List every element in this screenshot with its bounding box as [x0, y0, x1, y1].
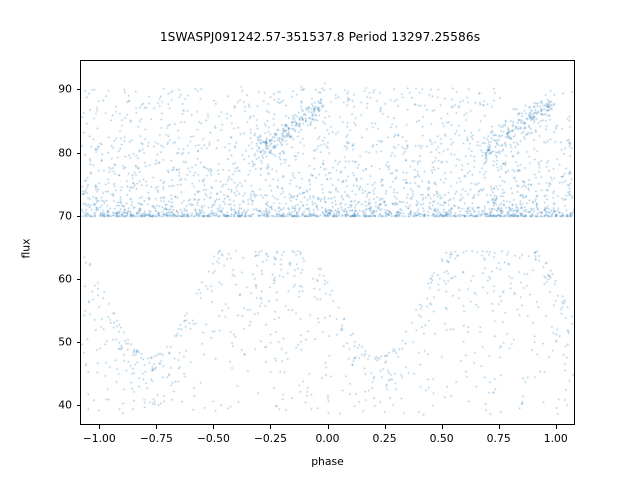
- x-axis-label: phase: [311, 455, 344, 468]
- y-axis-label: flux: [19, 238, 33, 259]
- x-tick-mark: [327, 425, 329, 429]
- x-tick-label: 1.00: [543, 432, 568, 445]
- x-tick-label: 0.00: [315, 432, 340, 445]
- chart-title: 1SWASPJ091242.57-351537.8 Period 13297.2…: [159, 30, 481, 44]
- y-tick-label: 90: [58, 82, 72, 96]
- y-tick-label: 50: [58, 335, 72, 349]
- x-tick-label: −1.00: [82, 432, 116, 445]
- y-tick-label: 70: [58, 209, 72, 223]
- x-tick-mark: [384, 425, 386, 429]
- y-tick-mark: [76, 152, 80, 154]
- y-tick-label: 40: [58, 398, 72, 412]
- x-tick-label: −0.75: [139, 432, 173, 445]
- plot-axes: [80, 60, 575, 425]
- x-tick-mark: [270, 425, 272, 429]
- x-tick-mark: [441, 425, 443, 429]
- scatter-plot-canvas: [81, 61, 574, 424]
- x-tick-mark: [213, 425, 215, 429]
- y-tick-mark: [76, 341, 80, 343]
- x-tick-mark: [555, 425, 557, 429]
- x-tick-mark: [99, 425, 101, 429]
- y-tick-mark: [76, 215, 80, 217]
- y-tick-label: 60: [58, 272, 72, 286]
- x-tick-mark: [498, 425, 500, 429]
- x-tick-label: −0.50: [196, 432, 230, 445]
- y-tick-label: 80: [58, 146, 72, 160]
- x-tick-mark: [156, 425, 158, 429]
- x-tick-label: −0.25: [253, 432, 287, 445]
- y-tick-mark: [76, 405, 80, 407]
- y-tick-mark: [76, 278, 80, 280]
- x-tick-label: 0.50: [429, 432, 454, 445]
- x-tick-label: 0.25: [372, 432, 397, 445]
- x-tick-label: 0.75: [486, 432, 511, 445]
- y-tick-mark: [76, 89, 80, 91]
